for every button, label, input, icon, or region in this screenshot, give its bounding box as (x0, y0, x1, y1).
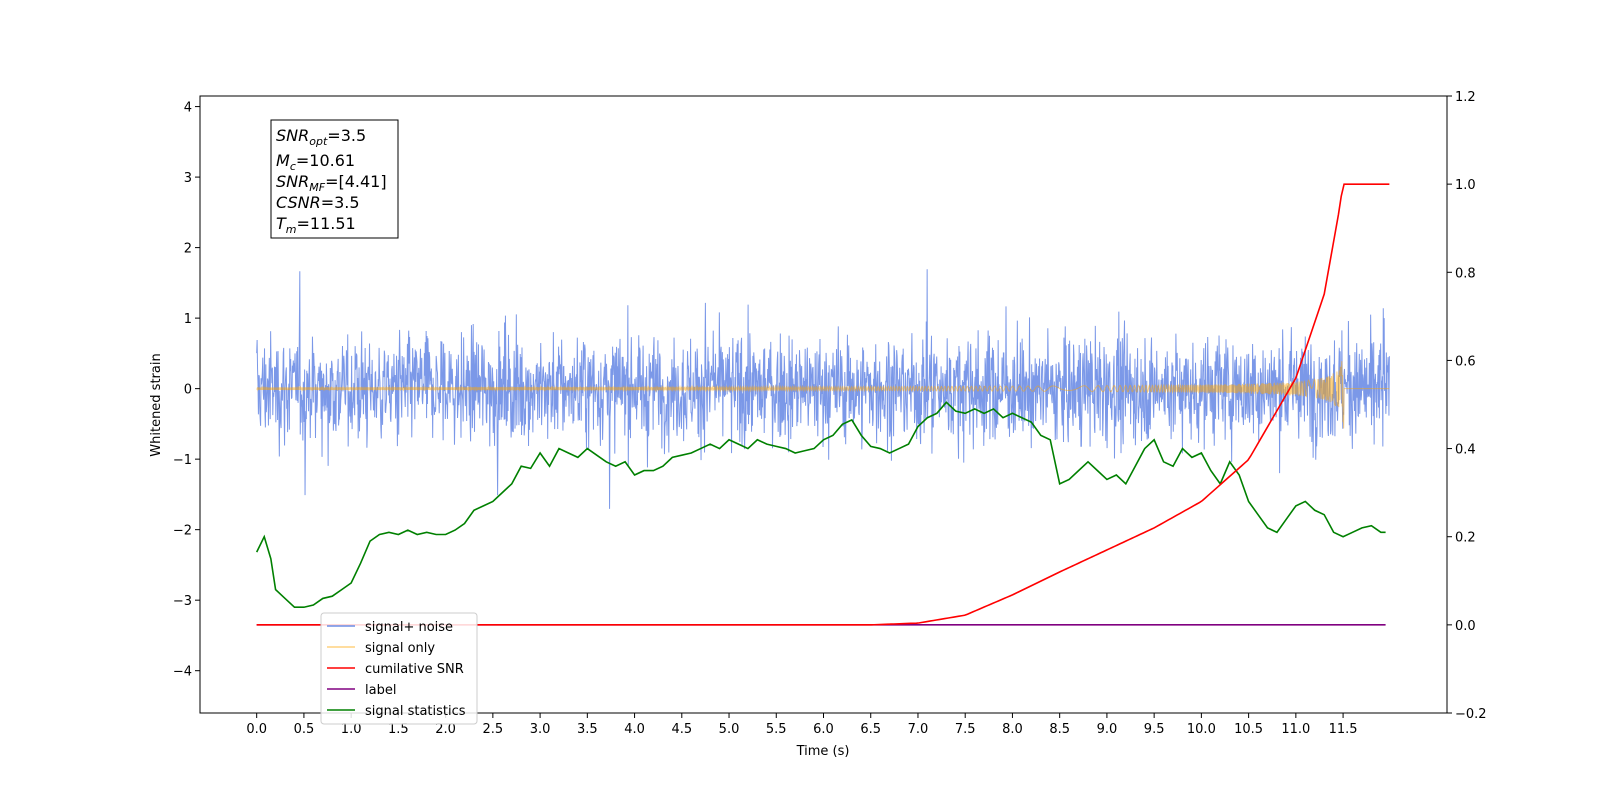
x-tick-label-23: 11.5 (1329, 722, 1358, 737)
info-snr-opt-sub: opt (309, 135, 328, 148)
x-tick-label-4: 2.0 (435, 722, 456, 737)
info-csnr-symbol: CSNR (276, 193, 321, 212)
legend-label-cumulative-snr: cumilative SNR (365, 662, 464, 677)
x-tick-label-12: 6.0 (813, 722, 834, 737)
x-tick-label-19: 9.5 (1144, 722, 1165, 737)
x-tick-label-0: 0.0 (246, 722, 267, 737)
info-tm-value: =11.51 (297, 214, 356, 233)
x-tick-label-2: 1.0 (341, 722, 362, 737)
y-axis-right: −0.2 0.0 0.2 0.4 0.6 0.8 1.0 1.2 (1447, 90, 1487, 722)
x-tick-label-8: 4.0 (624, 722, 645, 737)
info-mc-sub: c (290, 160, 296, 173)
y2-tick-label-0: −0.2 (1455, 707, 1487, 722)
info-mc-value: =10.61 (296, 151, 355, 170)
info-box: SNRopt=3.5 Mc=10.61 SNRMF=[4.41] CSNR=3.… (270, 119, 399, 239)
x-tick-label-5: 2.5 (483, 722, 504, 737)
y2-tick-label-3: 0.4 (1455, 443, 1476, 458)
y-axis-left: −4 −3 −2 −1 0 1 2 3 4 (173, 101, 200, 680)
series-signal-noise (256, 269, 1390, 509)
info-snr-opt: SNRopt=3.5 (276, 126, 366, 148)
x-tick-label-15: 7.5 (955, 722, 976, 737)
x-tick-label-3: 1.5 (388, 722, 409, 737)
x-tick-label-11: 5.5 (766, 722, 787, 737)
y2-tick-label-7: 1.2 (1455, 90, 1476, 105)
info-csnr: CSNR=3.5 (276, 193, 360, 212)
y-tick-label-2: −2 (173, 524, 192, 539)
legend: signal+ noise signal only cumilative SNR… (320, 612, 478, 725)
info-snr-opt-value: =3.5 (327, 126, 366, 145)
x-tick-label-22: 11.0 (1281, 722, 1310, 737)
legend-label-signal-only: signal only (365, 641, 435, 656)
x-axis: 0.0 0.5 1.0 1.5 2.0 2.5 3.0 3.5 4.0 4.5 5.0 5.5 6.0 6… (246, 713, 1358, 737)
series-signal-only (256, 361, 1390, 429)
info-tm: Tm=11.51 (276, 214, 356, 236)
info-snr-mf-symbol: SNR (276, 172, 309, 191)
y-tick-label-1: −3 (173, 594, 192, 609)
x-tick-label-10: 5.0 (719, 722, 740, 737)
y2-tick-label-4: 0.6 (1455, 354, 1476, 369)
y2-tick-label-2: 0.2 (1455, 531, 1476, 546)
info-snr-mf-sub: MF (309, 181, 325, 194)
y-axis-label: Whitened strain (149, 353, 164, 456)
info-mc: Mc=10.61 (276, 151, 355, 173)
info-tm-sub: m (286, 223, 297, 236)
x-tick-label-21: 10.5 (1234, 722, 1263, 737)
x-tick-label-13: 6.5 (860, 722, 881, 737)
x-tick-label-14: 7.0 (908, 722, 929, 737)
x-tick-label-16: 8.0 (1002, 722, 1023, 737)
info-box-frame (270, 119, 399, 239)
info-snr-opt-symbol: SNR (276, 126, 309, 145)
y-tick-label-0: −4 (173, 665, 192, 680)
y-tick-label-7: 3 (184, 171, 192, 186)
info-snr-mf: SNRMF=[4.41] (276, 172, 387, 194)
y2-tick-label-6: 1.0 (1455, 178, 1476, 193)
info-snr-mf-value: =[4.41] (325, 172, 387, 191)
series-signal-statistics (255, 401, 1386, 609)
x-tick-label-18: 9.0 (1097, 722, 1118, 737)
info-mc-symbol: M (276, 151, 290, 170)
legend-label-label: label (365, 683, 396, 698)
x-tick-label-7: 3.5 (577, 722, 598, 737)
legend-label-signal-noise: signal+ noise (365, 620, 453, 635)
x-tick-label-20: 10.0 (1187, 722, 1216, 737)
x-axis-label: Time (s) (796, 744, 850, 759)
info-csnr-value: =3.5 (321, 193, 360, 212)
legend-frame (320, 612, 478, 725)
info-tm-symbol: T (276, 214, 287, 233)
y-tick-label-6: 2 (184, 242, 192, 257)
y2-tick-label-5: 0.8 (1455, 266, 1476, 281)
x-tick-label-9: 4.5 (671, 722, 692, 737)
x-tick-label-17: 8.5 (1049, 722, 1070, 737)
x-tick-label-1: 0.5 (294, 722, 315, 737)
x-tick-label-6: 3.0 (530, 722, 551, 737)
y-tick-label-5: 1 (184, 312, 192, 327)
y-tick-label-3: −1 (173, 453, 192, 468)
y-tick-label-8: 4 (184, 101, 192, 116)
legend-label-signal-statistics: signal statistics (365, 704, 466, 719)
y2-tick-label-1: 0.0 (1455, 619, 1476, 634)
y-tick-label-4: 0 (184, 383, 192, 398)
